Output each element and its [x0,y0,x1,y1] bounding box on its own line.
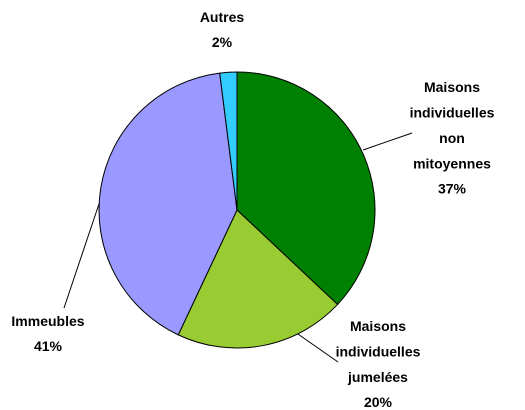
slice-value-label: 41% [34,338,63,354]
pie-slice [98,72,238,336]
slice-label: Immeubles [11,313,84,329]
slice-value-label: 20% [364,394,393,410]
slice-label: Maisons individuelles jumelées [336,318,421,385]
leader-line [294,331,339,363]
pie-slice [219,71,238,211]
slice-value-label: 37% [438,181,467,197]
leader-line [362,132,413,151]
pie-slice [236,71,376,306]
slice-label: Maisons individuelles non mitoyennes [410,79,495,172]
slice-label: Autres [200,9,245,25]
leader-line [63,194,103,309]
slice-value-label: 2% [212,34,233,50]
pie-slice [177,209,339,349]
